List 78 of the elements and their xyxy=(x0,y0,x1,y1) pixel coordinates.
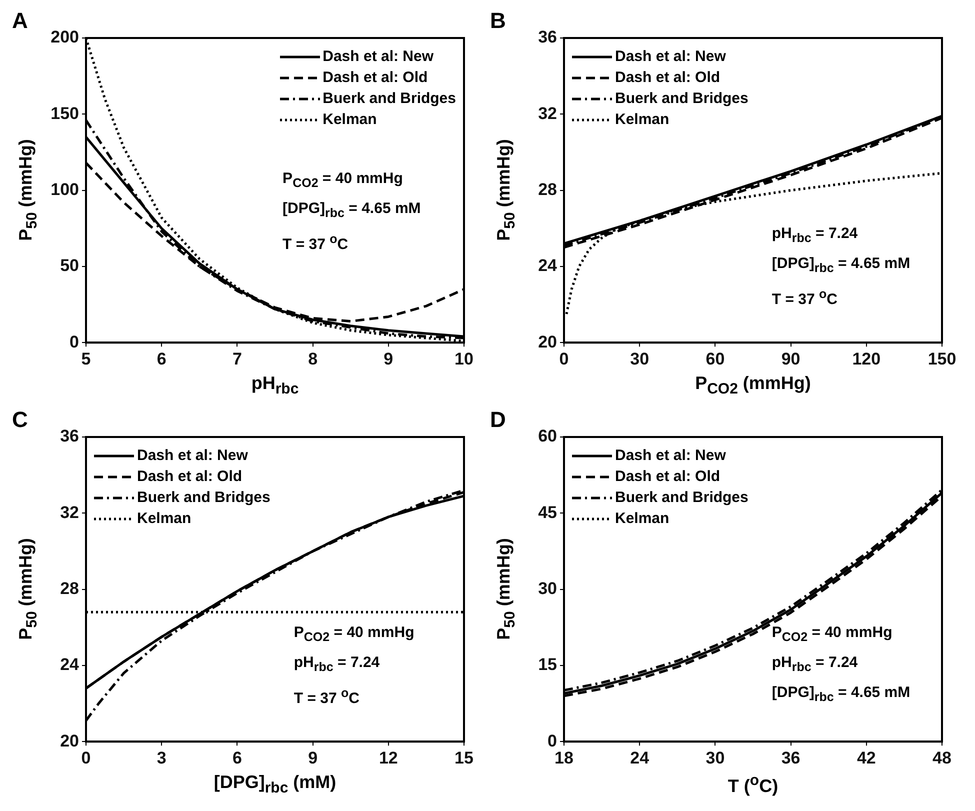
legend-label: Dash et al: Old xyxy=(615,467,720,487)
chart-title: A xyxy=(12,8,28,34)
x-tick-label: 150 xyxy=(928,349,956,368)
annotation: P$_{CO2}$ = 40 mmHg xyxy=(294,622,414,646)
legend-label: Dash et al: New xyxy=(322,47,434,67)
x-tick-label: 48 xyxy=(932,748,952,768)
legend-label: Kelman xyxy=(615,110,670,130)
annotation: T = 37 $^{o}$C xyxy=(282,230,350,255)
y-tick-label: 50 xyxy=(60,256,79,276)
y-tick-label: 15 xyxy=(538,655,557,674)
y-tick-label: 30 xyxy=(538,578,557,598)
annotation: [DPG]$_{rbc}$ = 4.65 mM xyxy=(772,682,910,706)
y-tick-label: 24 xyxy=(60,655,80,674)
x-tick-label: 10 xyxy=(454,349,474,368)
annotation: [DPG]$_{rbc}$ = 4.65 mM xyxy=(772,254,910,277)
x-tick-label: 6 xyxy=(232,748,242,768)
y-tick-label: 28 xyxy=(538,180,557,199)
legend-label: Kelman xyxy=(137,509,192,529)
annotation: T = 37 $^{o}$C xyxy=(294,684,360,709)
x-tick-label: 9 xyxy=(308,748,318,768)
annotation: T = 37 $^{o}$C xyxy=(772,286,838,310)
y-tick-label: 150 xyxy=(50,104,79,123)
legend-label: Kelman xyxy=(322,110,377,130)
y-tick-label: 24 xyxy=(538,256,558,276)
x-axis-title: P$_{CO2}$ (mmHg) xyxy=(694,373,812,398)
y-tick-label: 20 xyxy=(60,731,79,750)
x-tick-label: 15 xyxy=(454,748,474,768)
annotation: P$_{CO2}$ = 40 mmHg xyxy=(772,622,894,646)
chart-title: D xyxy=(490,407,506,433)
x-tick-label: 9 xyxy=(384,349,394,368)
x-tick-label: 120 xyxy=(852,349,881,368)
x-tick-label: 8 xyxy=(308,349,318,368)
annotation: P$_{CO2}$ = 40 mmHg xyxy=(282,168,404,192)
legend-label: Dash et al: Old xyxy=(137,467,242,487)
y-tick-label: 200 xyxy=(50,28,79,47)
x-tick-label: 18 xyxy=(554,748,574,768)
y-tick-label: 36 xyxy=(60,426,79,446)
annotation: pH$_{rbc}$ = 7.24 xyxy=(772,652,859,676)
annotation: pH$_{rbc}$ = 7.24 xyxy=(772,224,859,247)
x-tick-label: 60 xyxy=(706,349,725,368)
legend-label: Buerk and Bridges xyxy=(615,89,748,109)
y-tick-label: 0 xyxy=(70,332,79,352)
legend-label: Buerk and Bridges xyxy=(615,488,748,508)
x-tick-label: 90 xyxy=(781,349,800,368)
legend-label: Buerk and Bridges xyxy=(322,89,456,109)
legend-label: Buerk and Bridges xyxy=(137,488,270,508)
x-tick-label: 42 xyxy=(856,748,876,768)
y-tick-label: 60 xyxy=(538,426,557,446)
y-tick-label: 100 xyxy=(50,180,79,199)
x-tick-label: 5 xyxy=(81,349,91,368)
x-tick-label: 36 xyxy=(781,748,800,768)
y-tick-label: 36 xyxy=(538,28,557,47)
x-axis-title: pH$_{rbc}$ xyxy=(250,373,300,398)
x-tick-label: 30 xyxy=(706,748,725,768)
x-tick-label: 6 xyxy=(156,349,166,368)
y-tick-label: 0 xyxy=(548,731,557,750)
legend-label: Kelman xyxy=(615,509,670,529)
legend-label: Dash et al: New xyxy=(615,446,726,466)
x-tick-label: 7 xyxy=(232,349,242,368)
legend-label: Dash et al: New xyxy=(615,47,726,67)
chart-title: C xyxy=(12,407,28,433)
y-tick-label: 28 xyxy=(60,578,79,598)
legend-label: Dash et al: New xyxy=(137,446,248,466)
x-tick-label: 30 xyxy=(630,349,650,368)
chart-title: B xyxy=(490,8,506,34)
annotation: [DPG]$_{rbc}$ = 4.65 mM xyxy=(282,198,421,222)
y-tick-label: 45 xyxy=(538,502,557,522)
x-tick-label: 24 xyxy=(630,748,650,768)
legend-label: Dash et al: Old xyxy=(322,68,428,88)
legend-label: Dash et al: Old xyxy=(615,68,720,88)
annotation: pH$_{rbc}$ = 7.24 xyxy=(294,652,381,676)
y-tick-label: 32 xyxy=(538,104,557,123)
x-axis-title: T ($^{o}$C) xyxy=(726,772,780,797)
y-tick-label: 20 xyxy=(538,332,557,352)
y-tick-label: 32 xyxy=(60,502,79,522)
x-tick-label: 12 xyxy=(378,748,398,768)
x-axis-title: [DPG]$_{rbc}$ (mM) xyxy=(212,772,338,797)
x-tick-label: 3 xyxy=(156,748,166,768)
